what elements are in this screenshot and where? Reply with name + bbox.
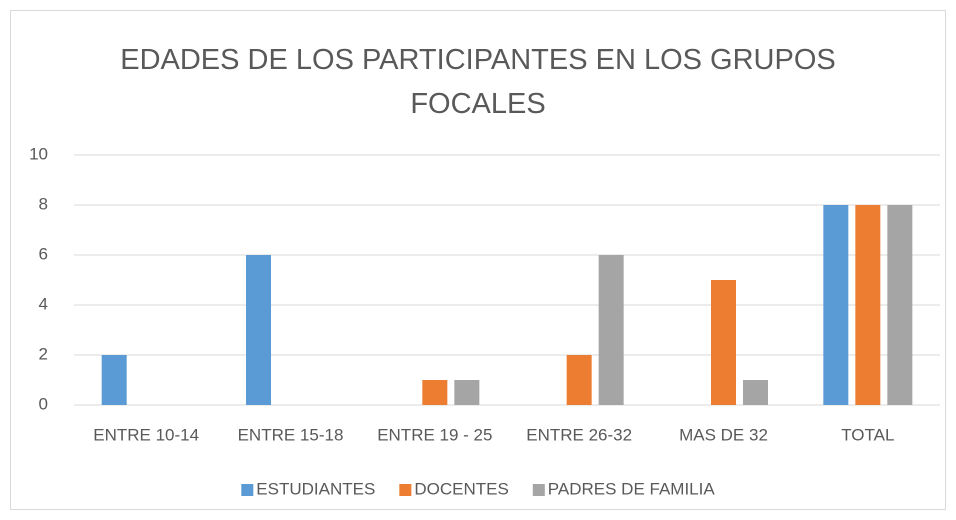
- y-tick-label: 0: [39, 394, 48, 413]
- y-tick-label: 2: [39, 344, 48, 363]
- x-tick-label: ENTRE 26-32: [526, 425, 632, 444]
- chart-frame: [10, 10, 946, 510]
- chart-title: EDADES DE LOS PARTICIPANTES EN LOS GRUPO…: [120, 44, 836, 120]
- y-tick-label: 4: [39, 294, 48, 313]
- bar: [101, 355, 127, 405]
- x-tick-label: ENTRE 15-18: [238, 425, 344, 444]
- x-tick-label: ENTRE 19 - 25: [377, 425, 492, 444]
- legend-swatch: [241, 484, 254, 496]
- bar: [887, 205, 913, 405]
- x-tick-label: TOTAL: [841, 425, 894, 444]
- bar: [454, 380, 480, 405]
- x-tick-label: MAS DE 32: [679, 425, 768, 444]
- bar: [823, 205, 849, 405]
- bar: [711, 280, 736, 405]
- bar: [246, 255, 271, 405]
- x-tick-label: ENTRE 10-14: [93, 425, 199, 444]
- legend-label: DOCENTES: [414, 479, 508, 498]
- legend-swatch: [399, 484, 412, 496]
- legend-swatch: [532, 484, 545, 496]
- y-tick-label: 6: [39, 244, 48, 263]
- legend-label: PADRES DE FAMILIA: [548, 479, 716, 498]
- y-tick-label: 10: [29, 144, 48, 163]
- bar: [422, 380, 448, 405]
- legend-label: ESTUDIANTES: [256, 479, 375, 498]
- bar: [855, 205, 881, 405]
- y-tick-label: 8: [39, 194, 48, 213]
- bar: [743, 380, 768, 405]
- bar: [566, 355, 592, 405]
- bar: [598, 255, 624, 405]
